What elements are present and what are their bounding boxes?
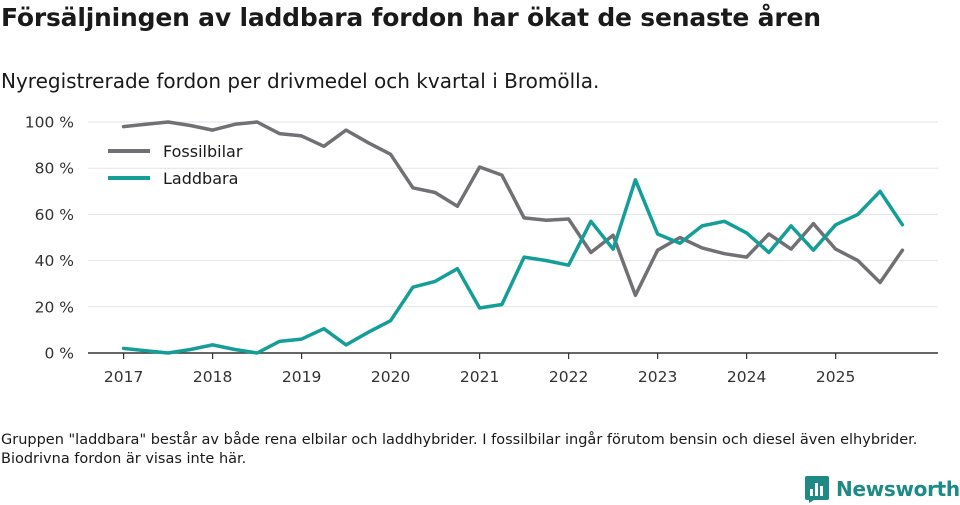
- y-tick-label: 40 %: [35, 252, 74, 270]
- gridlines: [88, 121, 938, 308]
- series-line-fossilbilar: [121, 120, 905, 298]
- x-tick-label: 2023: [638, 368, 677, 386]
- y-axis-ticks: 0 % 20 % 40 % 60 % 80 % 100 %: [25, 114, 74, 363]
- legend-label-fossilbilar: Fossilbilar: [163, 142, 243, 161]
- x-tick-label: 2021: [460, 368, 499, 386]
- chart-title: Försäljningen av laddbara fordon har öka…: [1, 3, 821, 32]
- legend: Fossilbilar Laddbara: [108, 142, 243, 188]
- footnote: Gruppen "laddbara" består av både rena e…: [1, 432, 918, 467]
- chart-subtitle: Nyregistrerade fordon per drivmedel och …: [1, 69, 600, 93]
- legend-label-laddbara: Laddbara: [163, 169, 238, 188]
- y-tick-label: 60 %: [35, 206, 74, 224]
- y-tick-label: 100 %: [25, 114, 74, 132]
- line-chart: 0 % 20 % 40 % 60 % 80 % 100 % 2017 2018 2019 202…: [25, 114, 938, 386]
- x-tick-label: 2025: [816, 368, 855, 386]
- x-tick-label: 2019: [282, 368, 321, 386]
- y-tick-label: 20 %: [35, 298, 74, 316]
- x-tick-label: 2017: [104, 368, 143, 386]
- newsworthy-logo[interactable]: Newsworthy: [804, 474, 960, 504]
- x-axis-ticks: 2017 2018 2019 2020 2021 2022 2023 2024 2025: [104, 353, 855, 386]
- series-line-laddbara: [121, 178, 905, 355]
- x-tick-label: 2020: [371, 368, 410, 386]
- x-tick-label: 2024: [727, 368, 766, 386]
- brand-name: Newsworthy: [836, 477, 960, 501]
- x-tick-label: 2018: [193, 368, 232, 386]
- y-tick-label: 0 %: [44, 345, 74, 363]
- x-tick-label: 2022: [549, 368, 588, 386]
- newsworthy-logo-icon: [805, 476, 829, 503]
- series-lines: [121, 120, 905, 355]
- y-tick-label: 80 %: [35, 160, 74, 178]
